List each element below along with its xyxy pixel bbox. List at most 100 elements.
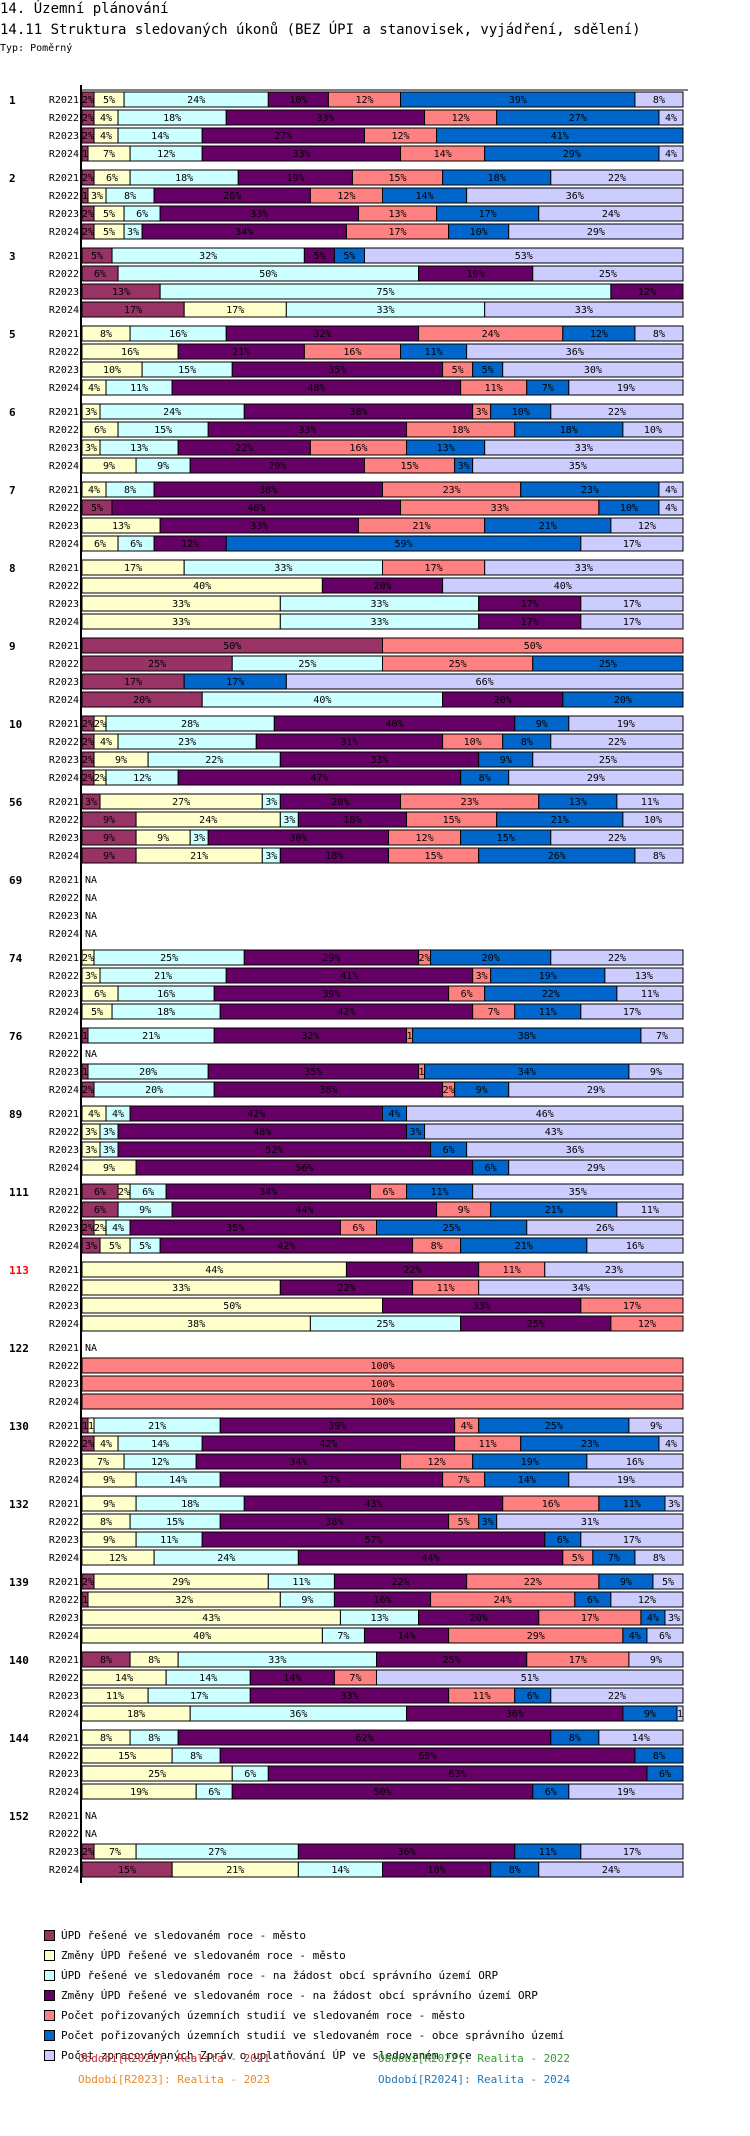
- bar-value-label: 17%: [479, 209, 497, 220]
- bar-value-label: 12%: [452, 113, 470, 124]
- bar-value-label: 33%: [250, 209, 268, 220]
- bar-value-label: 2%: [82, 1439, 94, 1450]
- bar-value-label: 5%: [109, 1241, 121, 1252]
- bar-segment: [550, 733, 684, 750]
- row-label: R2024: [49, 1631, 79, 1642]
- bar-segment: [568, 1471, 684, 1488]
- bar-value-label: 6%: [527, 1691, 539, 1702]
- bar-value-label: 17%: [226, 677, 244, 688]
- row-label: R2022: [49, 503, 79, 514]
- group-label: 10: [9, 718, 22, 731]
- bar-value-label: 63%: [449, 1769, 467, 1780]
- bar-value-label: 3%: [193, 833, 205, 844]
- bar-value-label: 16%: [373, 1595, 391, 1606]
- bar-value-label: 4%: [100, 113, 112, 124]
- bar-value-label: 2%: [82, 1223, 94, 1234]
- bar-value-label: 26%: [548, 851, 566, 862]
- bar-value-label: 6%: [587, 1595, 599, 1606]
- bar-value-label: 9%: [139, 1205, 151, 1216]
- bar-value-label: 18%: [488, 173, 506, 184]
- bar-value-label: 6%: [659, 1769, 671, 1780]
- bar-value-label: 1: [82, 1421, 88, 1432]
- bar-value-label: 11%: [473, 1691, 491, 1702]
- bar-value-label: 17%: [521, 617, 539, 628]
- bar-value-label: 14%: [398, 1631, 416, 1642]
- bar-value-label: 51%: [521, 1673, 539, 1684]
- bar-value-label: 21%: [154, 971, 172, 982]
- bar-value-label: 22%: [391, 1577, 409, 1588]
- bar-value-label: 35%: [328, 365, 346, 376]
- group-label: 144: [9, 1732, 29, 1745]
- row-label: R2022: [49, 1829, 79, 1840]
- row-label: R2022: [49, 737, 79, 748]
- bar-value-label: 16%: [626, 1457, 644, 1468]
- bar-segment: [580, 613, 684, 630]
- bar-value-label: 4%: [629, 1631, 641, 1642]
- bar-value-label: 10%: [289, 95, 307, 106]
- row-label: R2021: [49, 1109, 79, 1120]
- bar-segment: [634, 1747, 684, 1764]
- bar-value-label: 2%: [82, 173, 94, 184]
- row-label: R2023: [49, 599, 79, 610]
- bar-value-label: 17%: [623, 599, 641, 610]
- bar-segment: [604, 967, 684, 984]
- bar-value-label: 22%: [235, 443, 253, 454]
- row-label: R2022: [49, 1595, 79, 1606]
- row-label: R2021: [49, 329, 79, 340]
- bar-value-label: 11%: [503, 1265, 521, 1276]
- bar-value-label: 100%: [370, 1379, 394, 1390]
- na-label: NA: [85, 875, 97, 886]
- legend-label: Změny ÚPD řešené ve sledovaném roce - mě…: [61, 1948, 346, 1962]
- bar-value-label: 17%: [569, 1655, 587, 1666]
- bar-value-label: 34%: [518, 1067, 536, 1078]
- bar-value-label: 11%: [106, 1691, 124, 1702]
- legend-item: ÚPD řešené ve sledovaném roce - město: [44, 1925, 564, 1945]
- bar-value-label: 22%: [608, 407, 626, 418]
- bar-value-label: 18%: [127, 1709, 145, 1720]
- group-label: 111: [9, 1186, 29, 1199]
- bar-value-label: 11%: [479, 1439, 497, 1450]
- bar-value-label: 33%: [473, 1301, 491, 1312]
- bar-value-label: 48%: [307, 383, 325, 394]
- bar-value-label: 25%: [148, 659, 166, 670]
- bar-value-label: 9%: [650, 1421, 662, 1432]
- bar-value-label: 11%: [641, 797, 659, 808]
- bar-value-label: 5%: [313, 251, 325, 262]
- bar-value-label: 3%: [283, 815, 295, 826]
- bar-value-label: 40%: [554, 581, 572, 592]
- bar-value-label: 2%: [82, 227, 94, 238]
- bar-value-label: 12%: [590, 329, 608, 340]
- bar-value-label: 33%: [298, 425, 316, 436]
- bar-value-label: 2%: [82, 953, 94, 964]
- bar-value-label: 12%: [337, 191, 355, 202]
- row-label: R2022: [49, 347, 79, 358]
- bar-value-label: 17%: [226, 305, 244, 316]
- bar-segment: [568, 379, 684, 396]
- bar-value-label: 9%: [103, 1535, 115, 1546]
- bar-value-label: 14%: [434, 149, 452, 160]
- bar-value-label: 29%: [587, 227, 605, 238]
- bar-value-label: 8%: [100, 1517, 112, 1528]
- bar-value-label: 27%: [274, 131, 292, 142]
- bar-value-label: 17%: [124, 563, 142, 574]
- bar-value-label: 9%: [644, 1709, 656, 1720]
- bar-value-label: 25%: [443, 1655, 461, 1666]
- bar-segment: [568, 1783, 684, 1800]
- bar-value-label: 33%: [491, 503, 509, 514]
- bar-value-label: 18%: [428, 1865, 446, 1876]
- bar-value-label: 8%: [653, 851, 665, 862]
- bar-value-label: 23%: [581, 485, 599, 496]
- bar-value-label: 5%: [103, 95, 115, 106]
- bar-value-label: 8%: [100, 1655, 112, 1666]
- bar-segment: [538, 205, 684, 222]
- bar-value-label: 19%: [539, 971, 557, 982]
- row-label: R2023: [49, 677, 79, 688]
- bar-value-label: 12%: [638, 521, 656, 532]
- bar-value-label: 9%: [103, 1499, 115, 1510]
- bar-value-label: 14%: [283, 1673, 301, 1684]
- na-label: NA: [85, 929, 97, 940]
- bar-value-label: 2%: [419, 953, 431, 964]
- row-label: R2022: [49, 659, 79, 670]
- bar-value-label: 5%: [91, 1007, 103, 1018]
- bar-value-label: 11%: [539, 1007, 557, 1018]
